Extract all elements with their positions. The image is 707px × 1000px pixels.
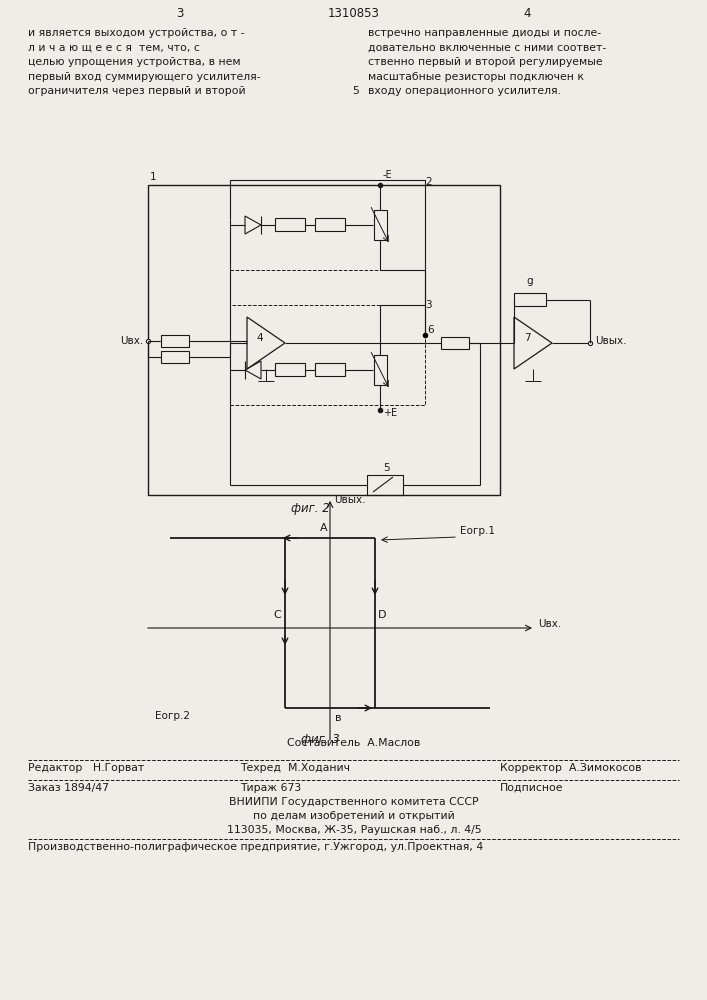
Bar [514, 293, 546, 306]
Text: в: в [335, 713, 341, 723]
Text: Тираж 673: Тираж 673 [240, 783, 301, 793]
Text: Eогр.2: Eогр.2 [155, 711, 190, 721]
Text: 3: 3 [425, 300, 432, 310]
Text: Составитель  А.Маслов: Составитель А.Маслов [287, 738, 421, 748]
Text: входу операционного усилителя.: входу операционного усилителя. [368, 86, 561, 96]
Text: g: g [527, 276, 533, 286]
Bar [230, 180, 425, 270]
Text: +E: +E [383, 408, 397, 418]
Text: -E: -E [383, 170, 392, 180]
Text: фиг. 2: фиг. 2 [291, 502, 329, 515]
Text: ственно первый и второй регулируемые: ственно первый и второй регулируемые [368, 57, 602, 67]
Text: л и ч а ю щ е е с я  тем, что, с: л и ч а ю щ е е с я тем, что, с [28, 42, 200, 52]
Text: Подписное: Подписное [500, 783, 563, 793]
Text: 1: 1 [150, 172, 157, 182]
Bar [275, 363, 305, 376]
Text: 2: 2 [425, 177, 432, 187]
Text: C: C [273, 610, 281, 620]
Text: и является выходом устройства, о т -: и является выходом устройства, о т - [28, 28, 245, 38]
Text: Uвх.: Uвх. [119, 336, 143, 346]
Text: Производственно-полиграфическое предприятие, г.Ужгород, ул.Проектная, 4: Производственно-полиграфическое предприя… [28, 842, 484, 852]
Text: первый вход суммирующего усилителя-: первый вход суммирующего усилителя- [28, 72, 261, 82]
Text: ограничителя через первый и второй: ограничителя через первый и второй [28, 86, 245, 96]
Text: Техред  М.Ходанич: Техред М.Ходанич [240, 763, 350, 773]
Text: 4: 4 [523, 7, 531, 20]
Text: 3: 3 [176, 7, 184, 20]
Text: Редактор   Н.Горват: Редактор Н.Горват [28, 763, 144, 773]
Bar [315, 218, 345, 231]
Text: Eогр.1: Eогр.1 [460, 526, 495, 536]
Text: довательно включенные с ними соответ-: довательно включенные с ними соответ- [368, 42, 606, 52]
Bar [374, 210, 387, 240]
Text: целью упрощения устройства, в нем: целью упрощения устройства, в нем [28, 57, 240, 67]
Text: D: D [378, 610, 387, 620]
Text: Uвых.: Uвых. [595, 336, 626, 346]
Text: Uвх.: Uвх. [538, 619, 561, 629]
Text: Корректор  А.Зимокосов: Корректор А.Зимокосов [500, 763, 641, 773]
Text: 4: 4 [257, 333, 263, 343]
Text: 5: 5 [352, 86, 359, 96]
Text: встречно направленные диоды и после-: встречно направленные диоды и после- [368, 28, 601, 38]
Text: масштабные резисторы подключен к: масштабные резисторы подключен к [368, 72, 584, 82]
Bar [441, 337, 469, 349]
Text: 1310853: 1310853 [328, 7, 380, 20]
Bar [161, 335, 189, 347]
Bar [315, 363, 345, 376]
Bar [367, 475, 403, 495]
Text: фиг. 3: фиг. 3 [300, 733, 339, 746]
Text: 7: 7 [524, 333, 530, 343]
Text: A: A [320, 523, 327, 533]
Text: 113035, Москва, Ж-35, Раушская наб., л. 4/5: 113035, Москва, Ж-35, Раушская наб., л. … [227, 825, 481, 835]
Text: ВНИИПИ Государственного комитета СССР: ВНИИПИ Государственного комитета СССР [229, 797, 479, 807]
Text: Заказ 1894/47: Заказ 1894/47 [28, 783, 109, 793]
Bar [161, 351, 189, 363]
Bar [230, 305, 425, 405]
Text: 5: 5 [384, 463, 390, 473]
Bar [374, 355, 387, 385]
Bar [275, 218, 305, 231]
Text: Uвых.: Uвых. [334, 495, 366, 505]
Text: 6: 6 [427, 325, 433, 335]
Text: по делам изобретений и открытий: по делам изобретений и открытий [253, 811, 455, 821]
Bar [148, 185, 500, 495]
